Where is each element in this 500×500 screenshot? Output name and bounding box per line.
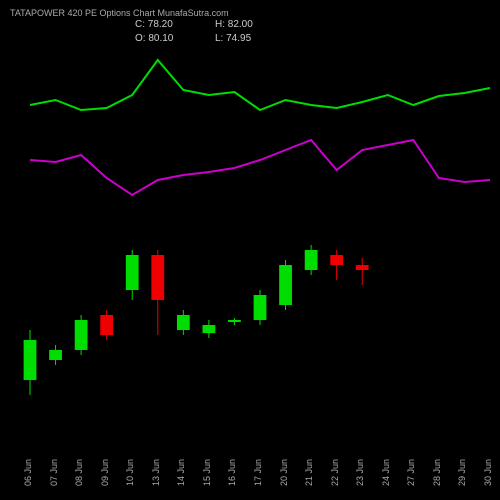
x-label: 30 Jun [483, 459, 493, 486]
x-axis: 06 Jun 07 Jun 08 Jun 09 Jun 10 Jun 13 Jun 14 J… [0, 450, 500, 500]
x-label: 13 Jun [151, 459, 161, 486]
x-label: 10 Jun [125, 459, 135, 486]
x-label: 08 Jun [74, 459, 84, 486]
x-label: 07 Jun [49, 459, 59, 486]
x-label: 21 Jun [304, 459, 314, 486]
x-label: 28 Jun [432, 459, 442, 486]
x-label: 20 Jun [279, 459, 289, 486]
x-label: 14 Jun [176, 459, 186, 486]
x-label: 27 Jun [406, 459, 416, 486]
x-label: 29 Jun [457, 459, 467, 486]
x-label: 06 Jun [23, 459, 33, 486]
x-label: 23 Jun [355, 459, 365, 486]
x-label: 17 Jun [253, 459, 263, 486]
x-label: 22 Jun [330, 459, 340, 486]
x-label: 15 Jun [202, 459, 212, 486]
x-label: 24 Jun [381, 459, 391, 486]
x-label: 16 Jun [227, 459, 237, 486]
x-label: 09 Jun [100, 459, 110, 486]
price-chart [0, 0, 500, 500]
